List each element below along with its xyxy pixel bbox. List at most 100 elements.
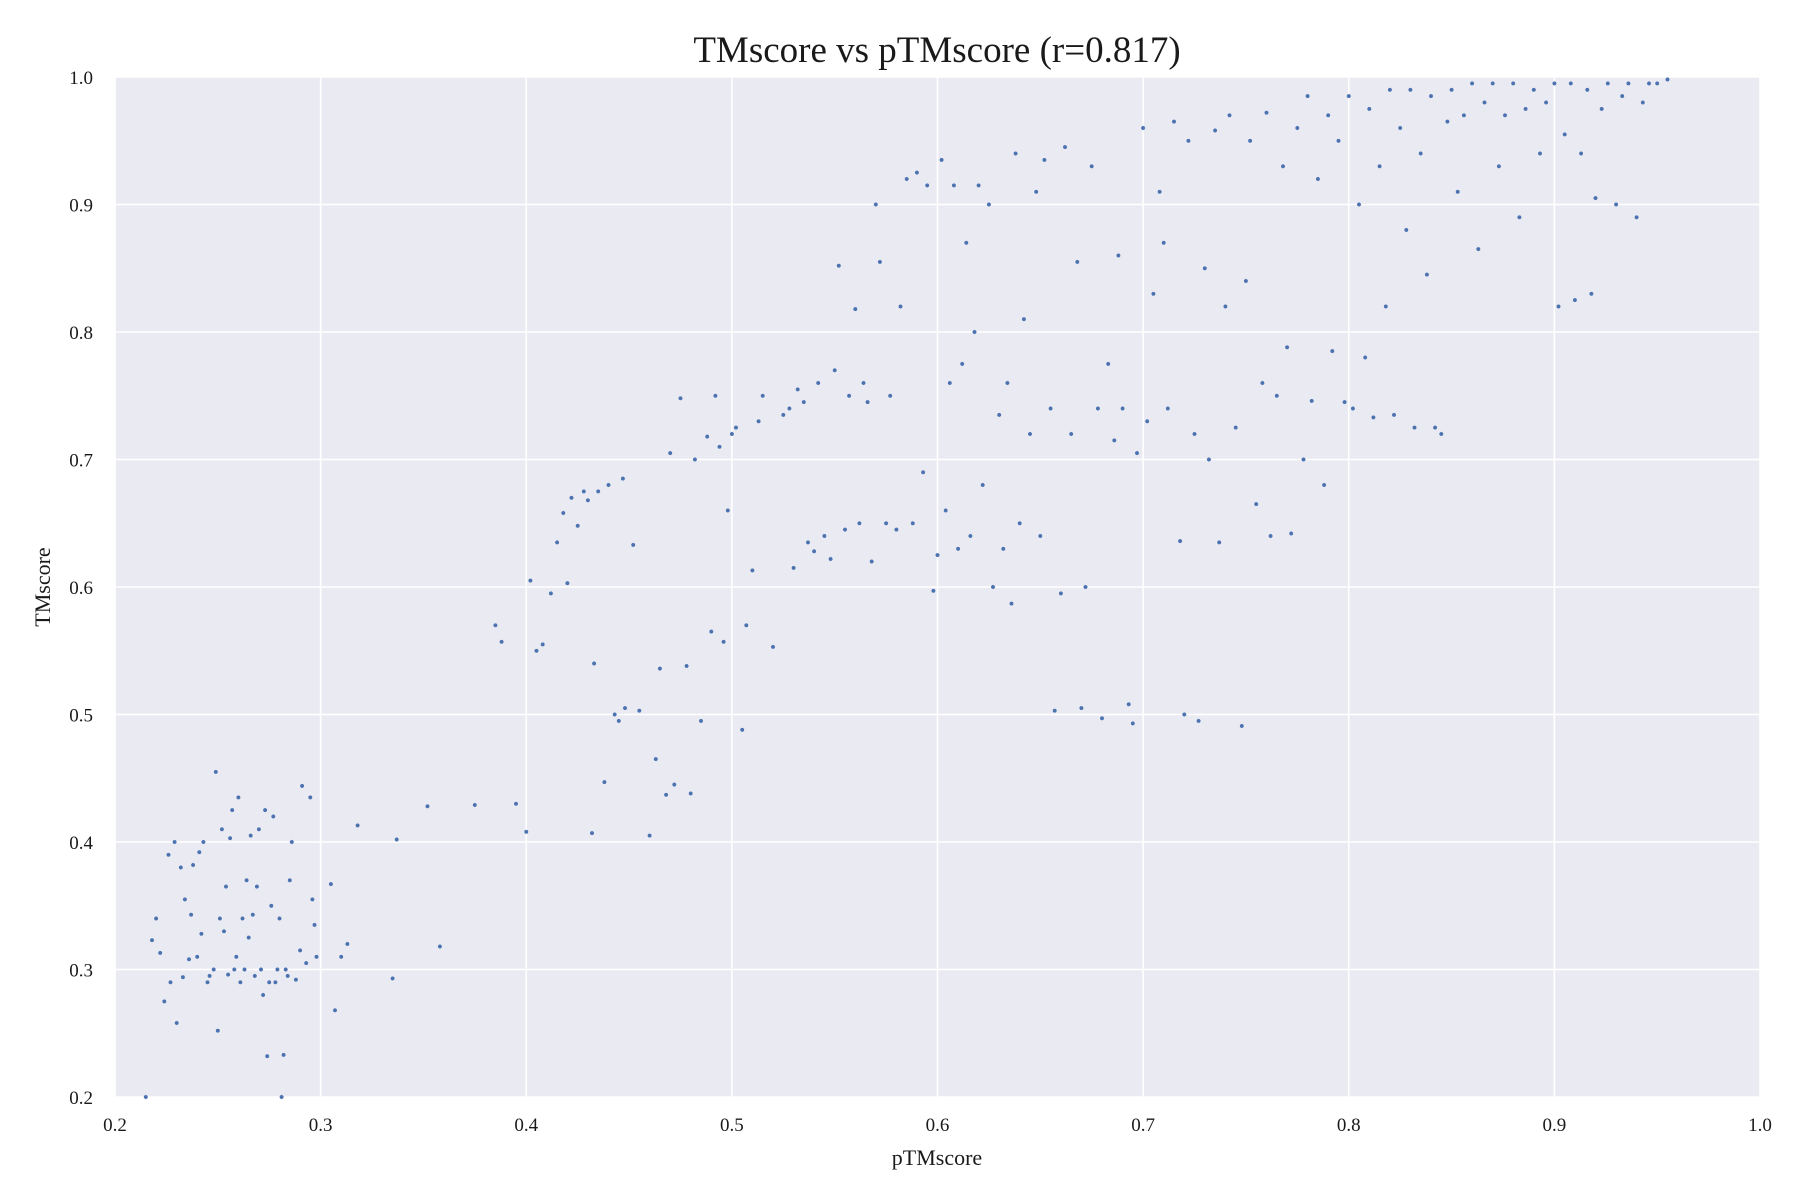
data-point <box>1403 227 1409 233</box>
data-point <box>1120 406 1125 411</box>
data-point <box>314 954 319 960</box>
x-tick-label: 0.3 <box>309 1115 333 1136</box>
data-point <box>238 979 243 985</box>
data-point <box>873 202 879 207</box>
data-point <box>836 263 842 269</box>
data-point <box>1233 425 1239 430</box>
data-point <box>266 979 272 985</box>
data-point <box>1502 112 1508 118</box>
data-point <box>565 580 570 586</box>
data-point <box>684 663 689 669</box>
data-point <box>1387 87 1393 93</box>
data-point <box>1397 125 1403 131</box>
data-point <box>1309 398 1315 404</box>
data-point <box>939 157 944 163</box>
data-point <box>717 444 722 450</box>
data-point <box>1605 81 1611 86</box>
data-point <box>229 807 235 813</box>
data-point <box>1584 87 1590 93</box>
data-point <box>1253 501 1259 507</box>
data-point <box>980 482 986 488</box>
data-point <box>657 666 663 671</box>
data-point <box>1151 291 1156 297</box>
data-point <box>554 540 560 545</box>
data-point <box>540 642 546 647</box>
data-point <box>832 367 838 373</box>
data-point <box>1171 119 1177 124</box>
data-point <box>1280 163 1286 169</box>
data-point <box>1665 77 1670 82</box>
data-point <box>262 807 268 813</box>
data-point <box>708 629 714 634</box>
data-point <box>1126 701 1132 707</box>
data-point <box>256 826 262 832</box>
data-point <box>275 967 280 972</box>
data-point <box>1239 723 1245 729</box>
data-point <box>963 240 969 246</box>
data-point <box>297 948 303 953</box>
data-point <box>883 520 889 526</box>
data-point <box>182 897 188 902</box>
data-point <box>1079 705 1084 711</box>
data-point <box>260 992 266 998</box>
x-axis-label: pTMscore <box>892 1145 982 1170</box>
data-point <box>273 979 278 985</box>
data-point <box>277 916 282 921</box>
data-point <box>1315 176 1321 182</box>
data-point <box>733 425 739 430</box>
data-point <box>822 533 827 539</box>
data-point <box>815 380 821 386</box>
data-point <box>194 954 200 960</box>
data-point <box>1305 93 1310 99</box>
data-point <box>688 791 694 796</box>
data-point <box>149 937 155 943</box>
data-point <box>1646 81 1652 86</box>
data-point <box>877 259 883 265</box>
data-point <box>1455 189 1461 195</box>
data-point <box>1058 591 1064 596</box>
y-tick-labels: 0.2 0.3 0.4 0.5 0.6 0.7 0.8 0.9 1.0 <box>69 68 93 1109</box>
data-point <box>620 476 626 481</box>
data-point <box>861 380 866 386</box>
data-point <box>264 1053 270 1059</box>
data-point <box>1274 393 1280 399</box>
data-point <box>493 622 498 628</box>
data-point <box>787 406 792 411</box>
data-point <box>472 802 478 808</box>
data-point <box>1424 272 1430 277</box>
data-point <box>1613 202 1619 207</box>
data-point <box>756 418 761 424</box>
data-point <box>345 941 350 947</box>
data-point <box>1260 380 1265 386</box>
data-point <box>846 393 852 399</box>
data-point <box>1552 81 1557 86</box>
data-point <box>281 1052 286 1058</box>
data-point <box>236 795 241 800</box>
data-point <box>575 523 581 529</box>
data-point <box>924 183 930 188</box>
y-tick-label: 0.4 <box>69 833 93 854</box>
data-point <box>692 457 698 462</box>
data-point <box>143 1094 149 1100</box>
data-point <box>355 823 360 828</box>
data-point <box>1578 151 1584 156</box>
data-point <box>172 839 177 845</box>
y-tick-label: 0.8 <box>69 323 93 344</box>
data-point <box>569 495 574 501</box>
data-point <box>1438 431 1444 437</box>
data-point <box>225 972 231 977</box>
data-point <box>293 977 299 983</box>
data-point <box>279 1094 284 1100</box>
data-point <box>1144 418 1150 424</box>
data-point <box>630 542 636 548</box>
data-point <box>996 412 1002 418</box>
data-point <box>1268 533 1273 539</box>
data-point <box>842 527 848 532</box>
data-point <box>1074 259 1080 265</box>
y-tick-label: 0.2 <box>69 1088 93 1109</box>
data-point <box>1181 712 1187 717</box>
data-point <box>1510 81 1516 86</box>
data-point <box>1599 106 1605 112</box>
x-tick-label: 1.0 <box>1748 1115 1772 1136</box>
